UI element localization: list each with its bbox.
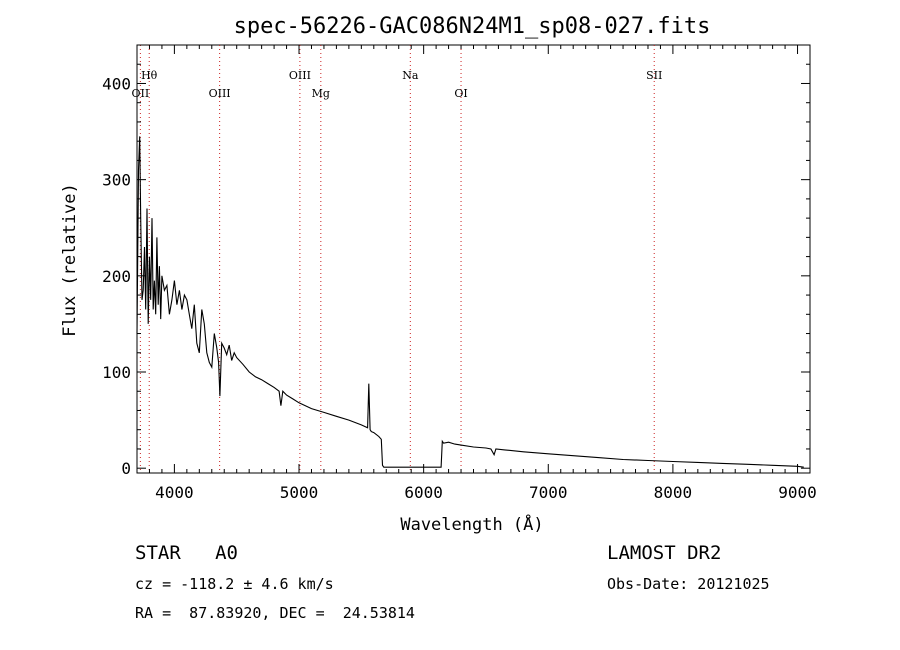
line-label: OI <box>454 87 467 100</box>
plot-frame <box>136 44 811 474</box>
x-tick-label: 9000 <box>778 483 817 502</box>
x-tick-label: 5000 <box>280 483 319 502</box>
line-label: Hθ <box>141 69 158 82</box>
line-label: Mg <box>312 87 330 100</box>
line-label: OIII <box>209 87 231 100</box>
observation-date: Obs-Date: 20121025 <box>607 575 770 593</box>
y-tick-label: 400 <box>102 74 131 93</box>
x-tick-label: 6000 <box>404 483 443 502</box>
y-tick-label: 100 <box>102 363 131 382</box>
x-tick-label: 8000 <box>654 483 693 502</box>
spectrum-line <box>136 136 804 468</box>
line-label: OII <box>132 87 150 100</box>
coordinates: RA = 87.83920, DEC = 24.53814 <box>135 604 415 622</box>
y-tick-label: 200 <box>102 267 131 286</box>
line-label: SII <box>646 69 662 82</box>
y-axis-label: Flux (relative) <box>60 183 80 337</box>
redshift-info: cz = -118.2 ± 4.6 km/s <box>135 575 334 593</box>
y-tick-label: 0 <box>121 459 131 478</box>
line-label: OIII <box>289 69 311 82</box>
x-tick-label: 7000 <box>529 483 568 502</box>
line-label: Na <box>402 69 419 82</box>
survey-name: LAMOST DR2 <box>607 542 722 564</box>
object-class: STAR A0 <box>135 542 238 564</box>
y-tick-label: 300 <box>102 171 131 190</box>
x-axis-label: Wavelength (Å) <box>400 513 543 535</box>
x-tick-label: 4000 <box>155 483 194 502</box>
chart-title: spec-56226-GAC086N24M1_sp08-027.fits <box>234 14 711 39</box>
